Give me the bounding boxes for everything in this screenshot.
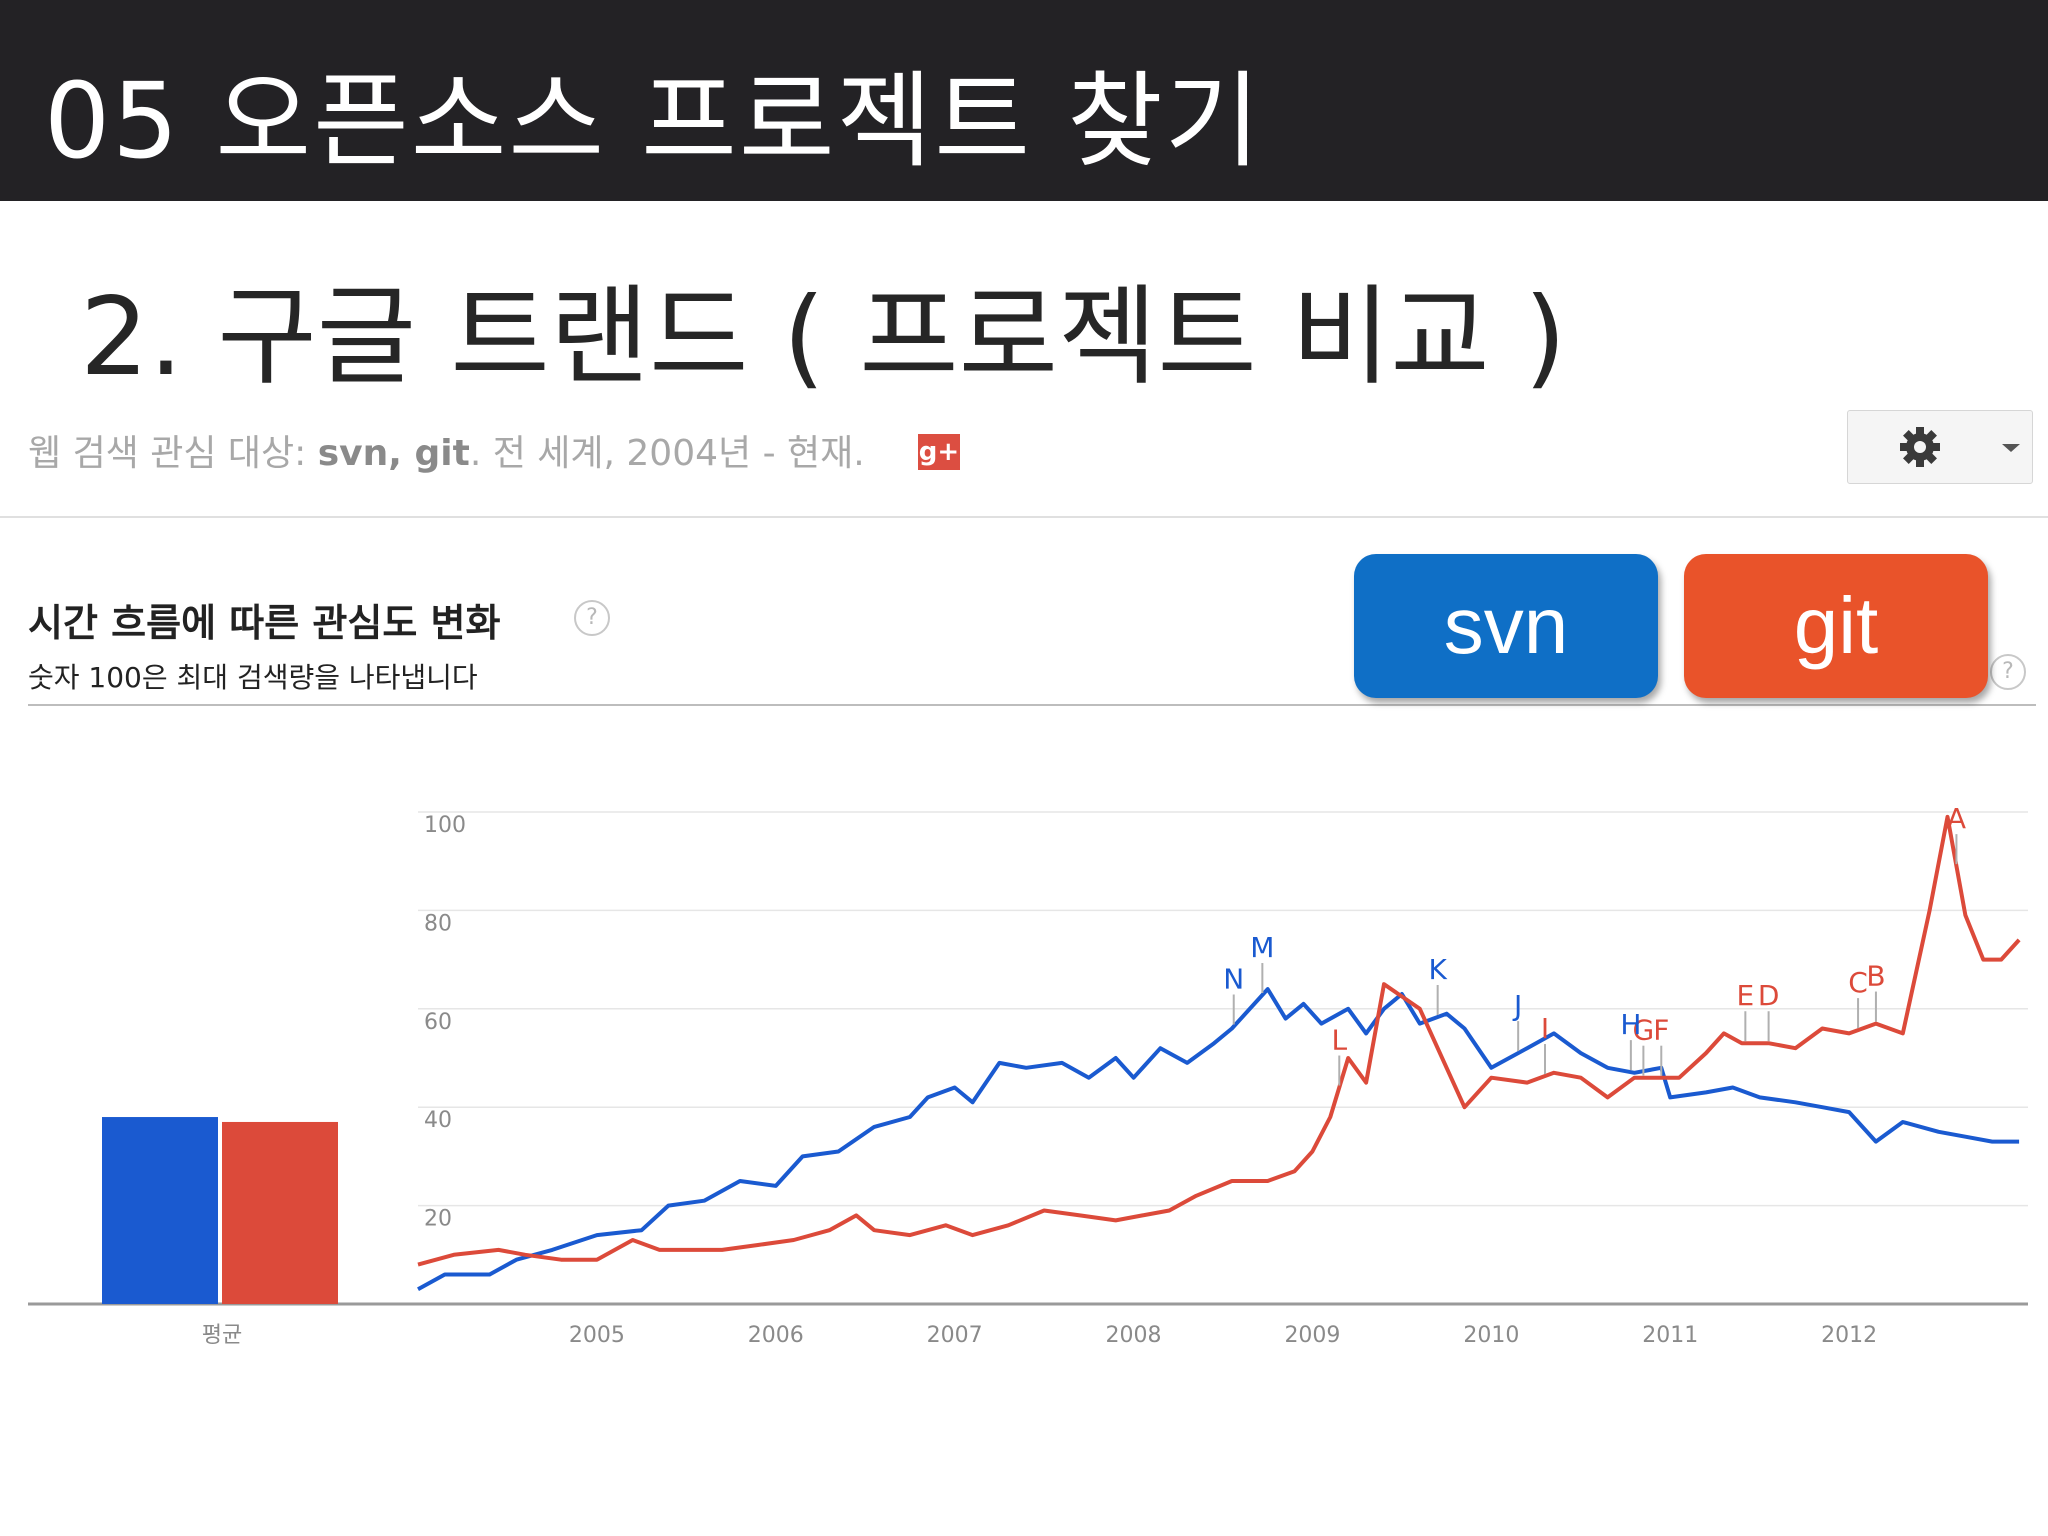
query-description: 웹 검색 관심 대상: svn, git. 전 세계, 2004년 - 현재.: [28, 424, 865, 476]
annotation-label: B: [1866, 960, 1885, 993]
y-tick-label: 100: [424, 813, 466, 838]
chart-grid: 100 80 60 40 20: [28, 811, 2028, 1306]
annotations: A BC DE FGH IJ K L MN: [1223, 802, 1966, 1086]
annotation-label: J: [1512, 989, 1522, 1022]
annotation-label: H: [1620, 1008, 1641, 1041]
annotation-label: G: [1633, 1014, 1655, 1047]
y-tick-label: 80: [424, 911, 452, 936]
settings-button[interactable]: [1847, 410, 2033, 484]
average-label: 평균: [202, 1323, 242, 1348]
slide-title: 05 오픈소스 프로젝트 찾기: [44, 60, 1263, 182]
annotation-label: L: [1331, 1024, 1347, 1057]
series-line-svn: [417, 987, 2020, 1291]
legend-git[interactable]: git: [1684, 554, 1988, 698]
help-icon[interactable]: ?: [1990, 654, 2026, 690]
annotation-label: I: [1541, 1012, 1549, 1045]
y-tick-label: 20: [424, 1207, 452, 1232]
series-line-git: [417, 814, 2021, 1267]
title-bar: 05 오픈소스 프로젝트 찾기: [0, 0, 2048, 201]
x-tick-label: 2006: [748, 1323, 804, 1348]
slide-subtitle: 2. 구글 트랜드 ( 프로젝트 비교 ): [80, 275, 1567, 400]
x-tick-label: 2005: [569, 1323, 625, 1348]
help-icon[interactable]: ?: [574, 600, 610, 636]
annotation-label: K: [1428, 953, 1447, 986]
divider: [28, 704, 2036, 706]
query-prefix: 웹 검색 관심 대상:: [28, 433, 318, 474]
query-suffix: . 전 세계, 2004년 - 현재.: [469, 433, 865, 474]
annotation-label: M: [1250, 931, 1274, 964]
x-tick-label: 2012: [1821, 1323, 1877, 1348]
gplus-share-icon[interactable]: g+: [918, 434, 960, 470]
x-tick-label: 2009: [1284, 1323, 1340, 1348]
x-axis-ticks: 2005 2006 2007 2008 2009 2010 2011 2012: [569, 1323, 1877, 1348]
average-bar-git: [222, 1121, 338, 1304]
query-terms[interactable]: svn, git: [317, 433, 470, 474]
average-bars: 평균: [102, 1117, 338, 1348]
x-tick-label: 2011: [1642, 1323, 1698, 1348]
legend-svn[interactable]: svn: [1354, 554, 1658, 698]
annotation-label: C: [1848, 966, 1868, 999]
gear-icon: [1900, 427, 1940, 467]
series-lines: [417, 814, 2021, 1291]
divider: [0, 516, 2048, 518]
x-tick-label: 2007: [927, 1323, 983, 1348]
y-tick-label: 40: [424, 1108, 452, 1133]
chevron-down-icon: [2002, 444, 2020, 452]
x-tick-label: 2010: [1463, 1323, 1519, 1348]
y-tick-label: 60: [424, 1010, 452, 1035]
annotation-label: E: [1737, 979, 1755, 1012]
annotation-label: D: [1758, 979, 1780, 1012]
section-subtitle: 숫자 100은 최대 검색량을 나타냅니다: [28, 661, 478, 694]
section-title: 시간 흐름에 따른 관심도 변화: [28, 601, 501, 645]
annotation-label: A: [1947, 802, 1966, 835]
x-tick-label: 2008: [1106, 1323, 1162, 1348]
average-bar-svn: [102, 1117, 218, 1304]
annotation-label: N: [1223, 963, 1244, 996]
annotation-label: F: [1653, 1014, 1669, 1047]
